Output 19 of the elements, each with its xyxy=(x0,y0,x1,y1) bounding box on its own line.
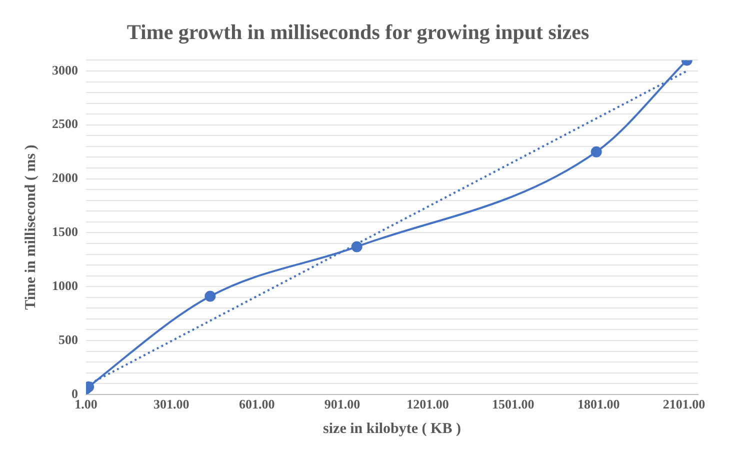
point xyxy=(351,241,362,252)
y-tick-label: 1000 xyxy=(52,278,78,293)
x-tick-label: 301.00 xyxy=(154,396,190,412)
y-tick-label: 1500 xyxy=(52,224,78,240)
x-tick-label: 1501.00 xyxy=(492,396,534,412)
x-tick-label: 2101.00 xyxy=(662,396,706,412)
x-tick-label: 1801.00 xyxy=(577,396,620,412)
y-axis-title: Time in millisecond ( ms ) xyxy=(22,144,39,310)
x-tick-label: 901.00 xyxy=(324,396,360,412)
y-tick-label: 2500 xyxy=(52,116,78,132)
x-axis-title: size in kilobyte ( KB ) xyxy=(323,420,461,437)
y-tick-label: 3000 xyxy=(52,62,78,78)
point xyxy=(204,290,216,302)
y-tick-label: 2000 xyxy=(52,170,78,186)
y-tick-label: 500 xyxy=(58,332,78,347)
x-tick-label: 1201.00 xyxy=(406,396,449,412)
point xyxy=(590,146,602,158)
x-tick-label: 601.00 xyxy=(238,396,275,412)
chart-title: Time growth in milliseconds for growing input sizes xyxy=(126,20,590,44)
